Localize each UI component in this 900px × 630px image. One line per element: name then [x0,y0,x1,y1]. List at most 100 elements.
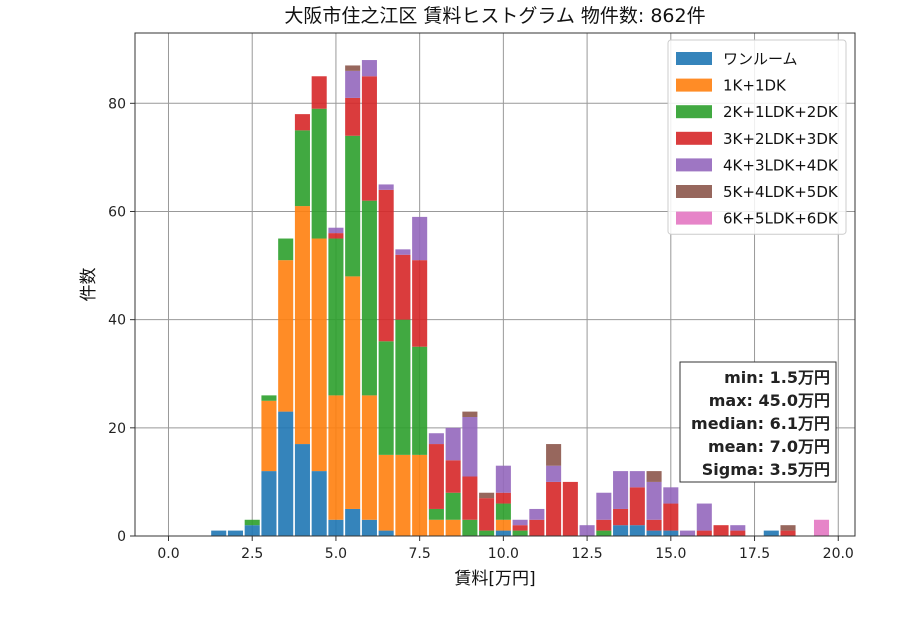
x-tick-label: 20.0 [823,546,854,562]
bar-segment-series-3 [546,481,562,536]
y-tick-label: 40 [108,313,126,329]
y-tick-label: 0 [117,529,126,545]
bar-segment-series-5 [646,471,662,482]
bar-segment-series-0 [646,530,662,536]
bar-segment-series-4 [629,471,645,488]
bar-segment-series-3 [328,233,344,239]
x-tick-label: 5.0 [325,546,347,562]
legend-box [667,39,847,235]
bar-segment-series-3 [462,476,478,520]
bar-segment-series-3 [663,503,679,531]
bar-segment-series-4 [696,503,712,531]
bar-segment-series-4 [529,508,545,520]
bar-segment-series-3 [780,530,796,536]
bar-segment-series-3 [562,481,578,536]
x-tick-label: 15.0 [655,546,686,562]
bar-segment-series-0 [278,411,294,536]
bar-segment-series-2 [244,519,260,526]
bar-segment-series-1 [378,454,394,531]
bar-segment-series-4 [428,433,444,445]
bar-segment-series-5 [479,492,495,499]
bar-segment-series-0 [311,471,327,536]
bar-segment-series-3 [696,530,712,536]
bar-segment-series-4 [445,427,461,461]
y-tick-label: 20 [108,421,126,437]
stats-line: Sigma: 3.5万円 [702,460,830,479]
bar-segment-series-0 [763,530,779,536]
bar-segment-series-4 [579,525,595,536]
bar-segment-series-2 [495,503,511,520]
stats-line: max: 45.0万円 [709,391,830,410]
bar-segment-series-2 [345,135,361,277]
x-tick-label: 0.0 [157,546,179,562]
bar-segment-series-2 [395,319,411,455]
bar-segment-series-1 [445,519,461,536]
bar-segment-series-4 [512,519,528,526]
bar-segment-series-2 [311,108,327,239]
bar-segment-series-4 [395,249,411,255]
bar-segment-series-1 [311,238,327,472]
bar-segment-series-3 [713,525,729,536]
bar-segment-series-3 [395,254,411,320]
legend-swatch [676,158,712,172]
stats-line: mean: 7.0万円 [708,437,830,456]
bar-segment-series-4 [462,417,478,477]
bar-segment-series-1 [278,260,294,412]
bar-segment-series-3 [512,525,528,531]
bar-segment-series-4 [378,184,394,190]
legend-label: 6K+5LDK+6DK [723,210,839,228]
bar-segment-series-0 [261,471,277,536]
bar-segment-series-6 [813,519,830,536]
bar-segment-series-0 [227,530,243,536]
bar-segment-series-0 [294,444,310,536]
y-tick-label: 60 [108,204,126,220]
stats-line: min: 1.5万円 [724,368,830,387]
bar-segment-series-3 [529,519,545,536]
bar-segment-series-4 [328,227,344,234]
bar-segment-series-2 [428,508,444,520]
bar-segment-series-3 [294,114,310,131]
x-tick-label: 7.5 [409,546,431,562]
bar-segment-series-2 [445,492,461,520]
x-tick-label: 10.0 [488,546,519,562]
legend-swatch [676,78,712,92]
bar-segment-series-4 [412,216,428,261]
bar-segment-series-4 [546,465,562,482]
bar-segment-series-4 [680,530,696,536]
bar-segment-series-4 [361,60,377,77]
bar-segment-series-2 [512,530,528,536]
legend-swatch [676,52,712,65]
bar-segment-series-2 [462,519,478,536]
bar-segment-series-4 [646,481,662,520]
bar-segment-series-3 [311,76,327,109]
bar-segment-series-2 [361,200,377,396]
legend-swatch [676,185,712,198]
legend-label: 4K+3LDK+4DK [723,156,839,174]
bar-segment-series-4 [730,525,746,531]
bar-segment-series-5 [345,65,361,71]
chart-title: 大阪市住之江区 賃料ヒストグラム 物件数: 862件 [284,5,705,27]
bar-segment-series-3 [378,189,394,342]
bar-segment-series-3 [646,519,662,531]
bar-segment-series-1 [294,206,310,445]
stats-line: median: 6.1万円 [691,414,830,433]
bar-segment-series-3 [479,498,495,531]
bar-segment-series-1 [345,276,361,509]
x-tick-label: 12.5 [572,546,603,562]
bar-segment-series-1 [412,454,428,536]
bar-segment-series-0 [378,530,394,536]
bar-segment-series-4 [663,487,679,504]
legend: ワンルーム 1K+1DK 2K+1LDK+2DK 3K+2LDK+3DK 4K+3LDK… [667,39,847,235]
bar-segment-series-5 [780,525,796,531]
stats-frame [679,361,837,483]
bar-segment-series-3 [730,530,746,536]
bar-segment-series-1 [328,395,344,520]
bar-segment-series-2 [412,346,428,455]
bar-segment-series-2 [479,530,495,536]
bar-segment-series-3 [613,508,629,526]
bar-segment-series-3 [345,97,361,136]
bar-segment-series-0 [345,508,361,536]
bar-segment-series-2 [261,395,277,401]
bar-segment-series-0 [495,530,511,536]
